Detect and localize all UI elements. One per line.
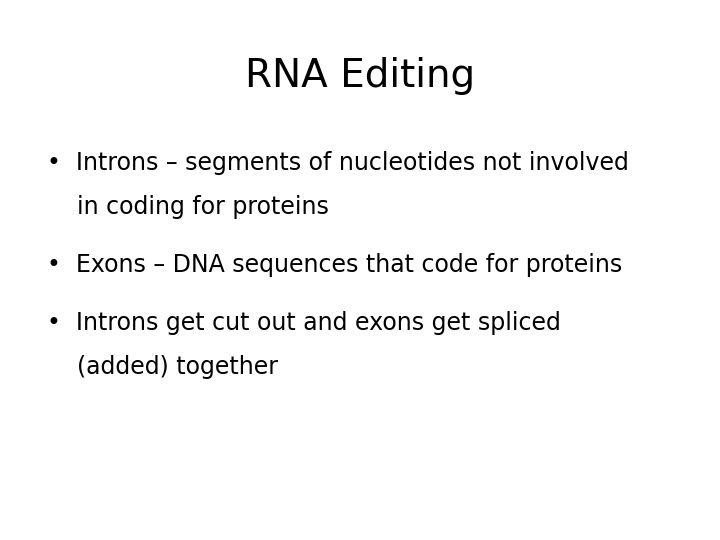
Text: RNA Editing: RNA Editing [245, 57, 475, 94]
Text: •  Introns get cut out and exons get spliced: • Introns get cut out and exons get spli… [47, 311, 561, 335]
Text: (added) together: (added) together [47, 355, 278, 379]
Text: in coding for proteins: in coding for proteins [47, 195, 328, 219]
Text: •  Introns – segments of nucleotides not involved: • Introns – segments of nucleotides not … [47, 151, 629, 175]
Text: •  Exons – DNA sequences that code for proteins: • Exons – DNA sequences that code for pr… [47, 253, 622, 277]
